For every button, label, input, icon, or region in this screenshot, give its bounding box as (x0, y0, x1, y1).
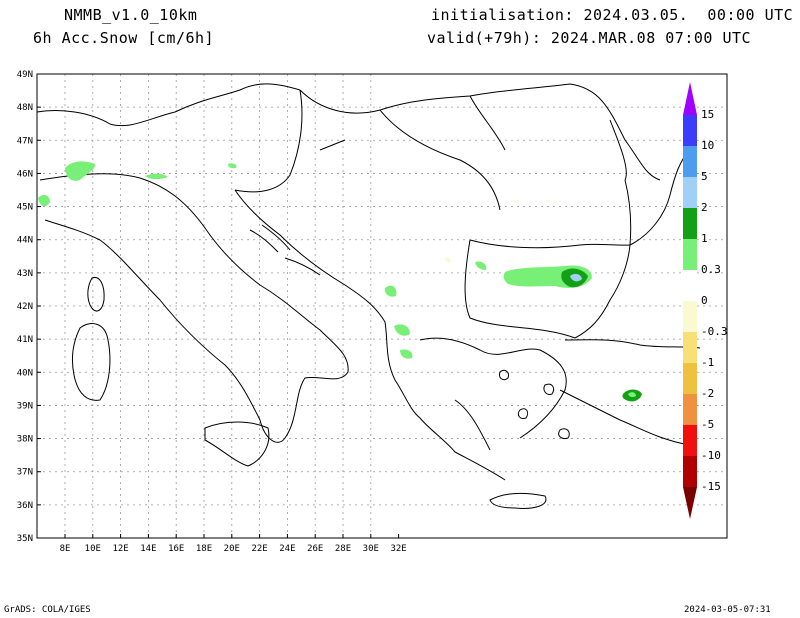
legend-label: -5 (701, 418, 714, 431)
lon-label: 10E (85, 544, 101, 554)
snow-area-alps-far-west (38, 195, 50, 207)
lon-label: 22E (251, 544, 267, 554)
snow-area-serbia (475, 261, 487, 270)
legend-arrow-top (683, 82, 697, 115)
graticule (37, 74, 727, 538)
legend-band (683, 301, 697, 332)
lon-label: 20E (224, 544, 240, 554)
lon-label: 24E (279, 544, 295, 554)
snow-area-faint-2 (512, 199, 516, 203)
legend-band (683, 425, 697, 456)
lon-label: 30E (363, 544, 379, 554)
model-title: NMMB_v1.0_10km (64, 6, 198, 24)
lat-label: 47N (17, 136, 33, 146)
snow-area-albania-south (400, 349, 413, 359)
legend-label: 15 (701, 108, 714, 121)
lon-label: 18E (196, 544, 212, 554)
longitude-labels: 8E 10E 12E 14E 16E 18E 20E 22E 24E 26E 28E 30E 32E (60, 534, 407, 554)
legend-label: 1 (701, 232, 708, 245)
coastlines (36, 83, 701, 509)
legend-band (683, 270, 697, 301)
legend-label: 0.3 (701, 263, 721, 276)
legend-band (683, 115, 697, 146)
footer-left: GrADS: COLA/IGES (4, 605, 91, 615)
lon-label: 26E (307, 544, 323, 554)
legend-label: 0 (701, 294, 708, 307)
snow-area-alps-west (65, 161, 96, 181)
snow-areas (38, 161, 642, 402)
lat-label: 43N (17, 269, 33, 279)
legend-label: -10 (701, 449, 721, 462)
lat-label: 48N (17, 103, 33, 113)
lon-label: 8E (60, 544, 71, 554)
snow-area-montenegro (384, 285, 397, 297)
snow-area-faint-1 (445, 257, 451, 263)
latitude-labels: 49N 48N 47N 46N 45N 44N 43N 42N 41N 40N 39N 38N 37N 3… (17, 70, 41, 544)
legend-band (683, 456, 697, 487)
legend-label: -15 (701, 480, 721, 493)
legend-band (683, 363, 697, 394)
snow-area-faint-3 (546, 199, 550, 203)
lat-label: 49N (17, 70, 33, 80)
footer-right: 2024-03-05-07:31 (684, 605, 771, 615)
lat-label: 45N (17, 203, 33, 213)
init-time: initialisation: 2024.03.05. 00:00 UTC (431, 6, 794, 24)
snow-area-alps-east (228, 163, 237, 169)
lat-label: 36N (17, 501, 33, 511)
lat-label: 46N (17, 169, 33, 179)
snow-area-albania-north (394, 324, 410, 336)
lon-label: 14E (140, 544, 156, 554)
lon-label: 12E (112, 544, 128, 554)
lat-label: 40N (17, 368, 33, 378)
lat-label: 39N (17, 401, 33, 411)
lat-label: 41N (17, 335, 33, 345)
legend-label: 2 (701, 201, 708, 214)
legend-band (683, 146, 697, 177)
legend-band (683, 208, 697, 239)
legend-label: 5 (701, 170, 708, 183)
valid-time: valid(+79h): 2024.MAR.08 07:00 UTC (427, 29, 752, 47)
lon-label: 16E (168, 544, 184, 554)
legend-label: -0.3 (701, 325, 728, 338)
lon-label: 28E (335, 544, 351, 554)
lat-label: 35N (17, 534, 33, 544)
color-legend: 15 10 5 2 1 0.3 0 -0.3 -1 -2 -5 -10 -15 (683, 82, 728, 519)
legend-label: -2 (701, 387, 714, 400)
legend-band (683, 394, 697, 425)
legend-arrow-bottom (683, 487, 697, 519)
lat-label: 38N (17, 435, 33, 445)
snow-area-bulgaria-peak (570, 273, 582, 282)
snow-area-alps-central (145, 173, 168, 180)
lat-label: 37N (17, 468, 33, 478)
legend-band (683, 177, 697, 208)
snow-area-turkey-core (628, 392, 636, 398)
lat-label: 42N (17, 302, 33, 312)
legend-band (683, 239, 697, 270)
legend-label: 10 (701, 139, 714, 152)
field-title: 6h Acc.Snow [cm/6h] (33, 29, 215, 47)
lon-label: 32E (390, 544, 406, 554)
legend-band (683, 332, 697, 363)
lat-label: 44N (17, 236, 33, 246)
legend-label: -1 (701, 356, 714, 369)
